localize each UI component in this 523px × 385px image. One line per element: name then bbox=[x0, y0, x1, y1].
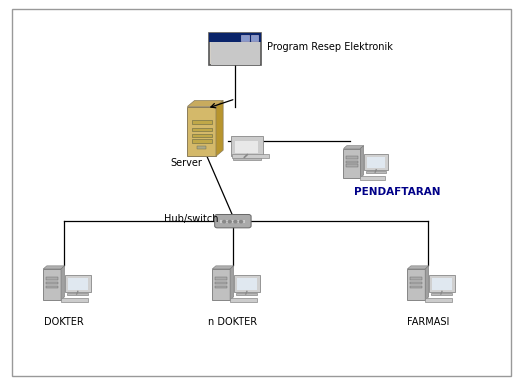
Text: PENDAFTARAN: PENDAFTARAN bbox=[354, 187, 440, 197]
Text: FARMASI: FARMASI bbox=[407, 317, 449, 327]
Bar bbox=[191, 134, 212, 137]
Polygon shape bbox=[61, 266, 64, 300]
Bar bbox=[68, 278, 88, 290]
Bar bbox=[210, 33, 262, 42]
Polygon shape bbox=[187, 100, 223, 107]
Circle shape bbox=[223, 221, 226, 223]
FancyBboxPatch shape bbox=[236, 293, 257, 295]
FancyBboxPatch shape bbox=[214, 214, 251, 228]
Bar bbox=[197, 146, 206, 149]
Bar bbox=[237, 278, 257, 290]
Polygon shape bbox=[43, 266, 64, 269]
FancyBboxPatch shape bbox=[231, 136, 263, 156]
Bar bbox=[215, 277, 228, 280]
Circle shape bbox=[240, 221, 243, 223]
FancyBboxPatch shape bbox=[232, 154, 269, 159]
FancyBboxPatch shape bbox=[67, 293, 88, 295]
Bar bbox=[432, 278, 452, 290]
Bar bbox=[215, 282, 228, 285]
FancyBboxPatch shape bbox=[233, 156, 261, 160]
Polygon shape bbox=[230, 266, 234, 300]
Text: DOKTER: DOKTER bbox=[44, 317, 84, 327]
Circle shape bbox=[228, 221, 231, 223]
Text: Hub/switch: Hub/switch bbox=[164, 214, 219, 224]
Bar bbox=[210, 33, 262, 65]
Bar bbox=[46, 282, 59, 285]
Bar bbox=[410, 277, 423, 280]
Text: Program Resep Elektronik: Program Resep Elektronik bbox=[267, 42, 393, 52]
Bar bbox=[346, 161, 358, 163]
Polygon shape bbox=[407, 266, 429, 269]
Polygon shape bbox=[187, 107, 216, 156]
Polygon shape bbox=[212, 269, 230, 300]
FancyBboxPatch shape bbox=[425, 298, 452, 302]
Bar bbox=[346, 156, 358, 159]
Bar bbox=[215, 286, 228, 288]
FancyBboxPatch shape bbox=[431, 293, 452, 295]
Bar bbox=[235, 141, 258, 153]
FancyBboxPatch shape bbox=[360, 176, 385, 180]
Bar bbox=[46, 277, 59, 280]
FancyBboxPatch shape bbox=[220, 220, 245, 223]
Bar bbox=[410, 282, 423, 285]
Bar bbox=[191, 139, 212, 143]
FancyBboxPatch shape bbox=[234, 275, 260, 292]
FancyBboxPatch shape bbox=[364, 154, 388, 171]
Bar bbox=[241, 35, 248, 41]
Bar bbox=[191, 121, 212, 124]
Bar bbox=[367, 157, 385, 168]
FancyBboxPatch shape bbox=[366, 171, 385, 173]
Polygon shape bbox=[344, 146, 363, 149]
FancyBboxPatch shape bbox=[65, 275, 90, 292]
FancyBboxPatch shape bbox=[230, 298, 257, 302]
Polygon shape bbox=[43, 269, 61, 300]
Polygon shape bbox=[360, 146, 363, 178]
Bar bbox=[346, 164, 358, 167]
Bar bbox=[211, 42, 260, 65]
Polygon shape bbox=[344, 149, 360, 178]
Text: Server: Server bbox=[170, 158, 202, 168]
Polygon shape bbox=[407, 269, 425, 300]
Bar bbox=[251, 35, 258, 41]
Text: n DOKTER: n DOKTER bbox=[208, 317, 257, 327]
Bar bbox=[46, 286, 59, 288]
Polygon shape bbox=[425, 266, 429, 300]
Circle shape bbox=[234, 221, 237, 223]
Polygon shape bbox=[216, 100, 223, 156]
Bar bbox=[191, 128, 212, 131]
FancyBboxPatch shape bbox=[61, 298, 87, 302]
Polygon shape bbox=[212, 266, 234, 269]
FancyBboxPatch shape bbox=[429, 275, 455, 292]
Bar bbox=[410, 286, 423, 288]
